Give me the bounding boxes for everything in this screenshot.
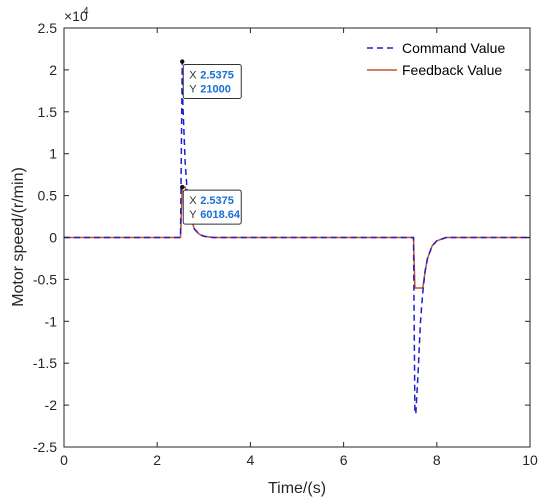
y-tick-label: -2.5: [33, 439, 57, 455]
datatip-marker: [180, 59, 185, 64]
x-tick-label: 8: [433, 452, 441, 468]
tick-layer: 0 2 4 6 8 10 -2.5 -2 -1.5 -1 -0.5 0 0.5 1 1.5 2 2.5: [33, 20, 538, 468]
x-tick-label: 10: [522, 452, 538, 468]
datatip-x-value: 2.5375: [200, 195, 234, 207]
x-tick-label: 6: [340, 452, 348, 468]
x-tick-label: 0: [60, 452, 68, 468]
y-exponent-power: 4: [83, 6, 89, 17]
y-exponent-base: ×10: [64, 8, 88, 24]
datatip-box: [182, 64, 242, 100]
x-tick-label: 4: [247, 452, 255, 468]
datatip-x-key: X: [189, 195, 197, 207]
y-tick-label: 2: [49, 62, 57, 78]
y-tick-label: 1.5: [38, 104, 58, 120]
datatip-y-value: 21000: [200, 84, 231, 96]
x-axis-title: Time/(s): [268, 480, 326, 497]
legend-label-feedback: Feedback Value: [402, 62, 502, 78]
series-line-command: [64, 60, 530, 415]
datatip-y-key: Y: [189, 209, 197, 221]
datatip-x-key: X: [189, 70, 197, 82]
y-tick-label: 0.5: [38, 188, 58, 204]
y-tick-label: -0.5: [33, 271, 57, 287]
datatip-x-value: 2.5375: [200, 70, 234, 82]
y-tick-label: 1: [49, 146, 57, 162]
y-axis-title: Motor speed/(r/min): [10, 167, 27, 307]
datatip-y-key: Y: [189, 84, 197, 96]
legend: Command Value Feedback Value: [360, 36, 522, 84]
legend-box: [360, 36, 522, 84]
y-tick-label: 0: [49, 230, 57, 246]
x-tick-label: 2: [153, 452, 161, 468]
y-tick-label: 2.5: [38, 20, 58, 36]
datatip-marker: [180, 184, 185, 190]
datatip-box: [182, 189, 242, 225]
y-tick-label: -2: [45, 397, 58, 413]
y-tick-label: -1.5: [33, 355, 57, 371]
datatip-y-value: 6018.64: [200, 209, 241, 221]
y-tick-label: -1: [45, 313, 58, 329]
legend-label-command: Command Value: [402, 40, 505, 56]
